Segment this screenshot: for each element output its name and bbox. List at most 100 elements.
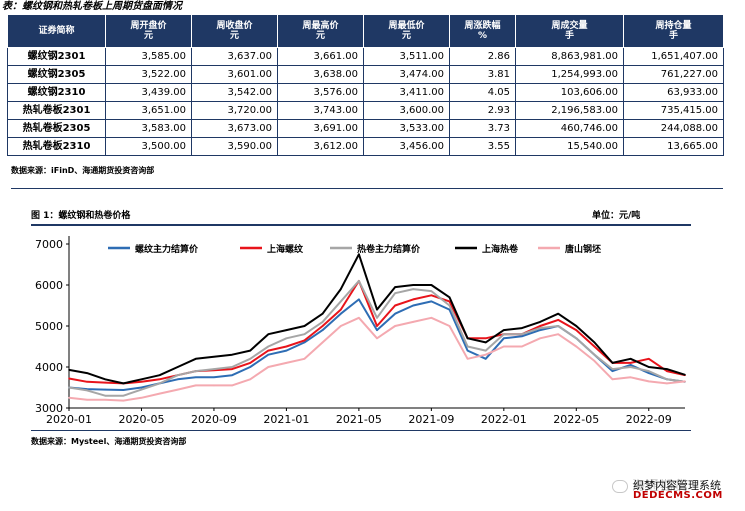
- data-point: [466, 349, 469, 352]
- data-point: [557, 319, 559, 321]
- data-point: [593, 345, 596, 348]
- data-point: [611, 378, 614, 381]
- data-point: [539, 325, 541, 327]
- table-cell: 3,500.00: [105, 137, 192, 156]
- data-point: [394, 286, 396, 288]
- data-point: [503, 345, 505, 348]
- x-tick-label: 2022-09: [626, 413, 672, 426]
- header-cell: 周开盘价元: [105, 14, 192, 48]
- data-point: [267, 366, 270, 368]
- data-point: [430, 317, 433, 319]
- data-point: [647, 372, 650, 374]
- data-point: [213, 384, 215, 387]
- data-point: [684, 380, 686, 383]
- data-point: [539, 337, 541, 340]
- data-point: [394, 292, 396, 295]
- data-point: [503, 329, 505, 331]
- x-tick-label: 2022-01: [481, 413, 527, 426]
- data-point: [303, 339, 306, 342]
- data-point: [68, 386, 70, 389]
- data-point: [394, 312, 396, 315]
- data-point: [629, 376, 632, 379]
- data-point: [358, 298, 360, 301]
- watermark-line1: 织梦内容管理系统: [633, 479, 721, 492]
- data-point: [321, 329, 324, 331]
- data-point: [503, 333, 505, 336]
- data-point: [213, 368, 215, 370]
- data-point: [629, 362, 632, 364]
- series-line-3: [68, 253, 686, 385]
- data-point: [376, 308, 378, 311]
- data-point: [249, 358, 251, 360]
- y-tick-label: 3000: [35, 402, 63, 415]
- data-point: [104, 399, 107, 401]
- header-cell: 周最高价元: [277, 14, 364, 48]
- data-point: [104, 381, 107, 384]
- data-point: [593, 360, 596, 362]
- data-point: [158, 374, 161, 377]
- data-point: [285, 345, 288, 348]
- legend-label: 螺纹主力结算价: [135, 243, 199, 255]
- data-point: [303, 333, 306, 336]
- data-point: [86, 399, 88, 401]
- data-point: [321, 341, 324, 344]
- y-tick-label: 6000: [35, 279, 63, 292]
- data-point: [213, 355, 215, 358]
- data-point: [104, 378, 107, 381]
- data-point: [140, 378, 143, 381]
- data-point: [539, 329, 541, 331]
- data-point: [666, 370, 668, 372]
- data-point: [86, 380, 88, 383]
- data-point: [666, 368, 668, 370]
- data-point: [339, 312, 342, 315]
- table-caption: 表：螺纹钢和热轧卷板上周期货盘面情况: [2, 1, 182, 12]
- data-point: [611, 370, 614, 372]
- table-source: 数据来源：iFinD、海通期货投资咨询部: [11, 166, 155, 175]
- watermark-line2: DEDECMS.COM: [633, 490, 723, 501]
- wechat-icon: [612, 480, 628, 493]
- header-label: 周最低价: [388, 21, 425, 31]
- header-label: 周开盘价: [130, 21, 167, 31]
- data-point: [412, 304, 415, 307]
- data-point: [647, 366, 650, 368]
- data-point: [267, 353, 270, 356]
- futures-summary-table: 证券简称 周开盘价元周收盘价元周最高价元周最低价元周涨跌幅% 周成交量手周持仓量手 …: [7, 14, 724, 156]
- data-point: [321, 312, 324, 315]
- legend-label: 热卷主力结算价: [357, 243, 421, 255]
- data-point: [122, 394, 125, 397]
- data-point: [412, 288, 415, 290]
- data-point: [249, 362, 251, 364]
- data-point: [629, 358, 632, 360]
- data-point: [86, 389, 88, 392]
- data-point: [195, 376, 197, 379]
- data-point: [521, 345, 523, 348]
- data-point: [231, 374, 233, 377]
- data-point: [593, 341, 596, 344]
- data-point: [68, 369, 70, 371]
- data-point: [611, 368, 614, 370]
- data-point: [176, 374, 179, 377]
- data-point: [285, 329, 288, 331]
- data-point: [484, 349, 487, 352]
- header-row: 证券简称 周开盘价元周收盘价元周最高价元周最低价元周涨跌幅% 周成交量手周持仓量手: [7, 14, 724, 48]
- data-point: [394, 304, 396, 307]
- data-point: [321, 321, 324, 323]
- table-row: 螺纹钢2310 3,439.00 3,542.00 3,576.00 3,411.00 4…: [7, 83, 724, 102]
- data-point: [629, 364, 632, 366]
- header-cell: 周成交量手: [515, 14, 624, 48]
- data-point: [358, 317, 360, 319]
- header-unit: 手: [564, 31, 574, 41]
- x-tick-label: 2021-05: [336, 413, 382, 426]
- data-point: [213, 376, 215, 379]
- data-point: [68, 377, 70, 380]
- data-point: [448, 304, 451, 307]
- table-row: 螺纹钢2301 3,585.00 3,637.00 3,661.00 3,511.00 2…: [7, 47, 724, 66]
- data-point: [376, 325, 378, 327]
- data-point: [484, 358, 487, 360]
- contract-name-cell: 热轧卷板2310: [7, 137, 106, 156]
- data-point: [684, 373, 686, 376]
- header-label: 周收盘价: [216, 21, 253, 31]
- data-point: [575, 329, 578, 331]
- data-point: [575, 337, 578, 340]
